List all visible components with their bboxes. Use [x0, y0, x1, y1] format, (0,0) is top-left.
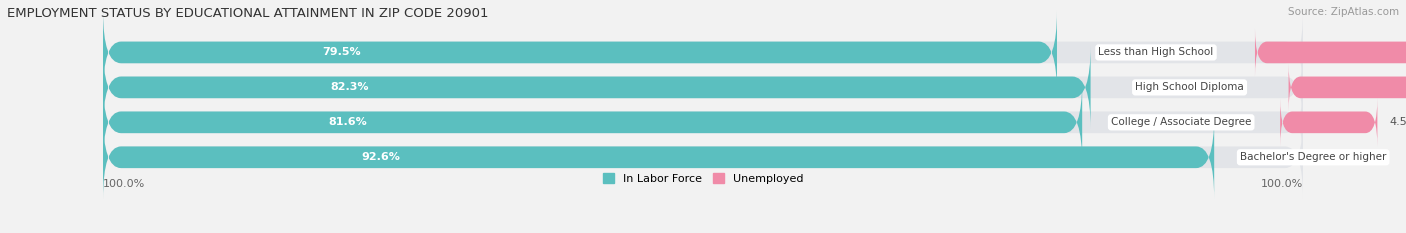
- FancyBboxPatch shape: [103, 81, 1303, 164]
- FancyBboxPatch shape: [1256, 28, 1406, 76]
- Text: 92.6%: 92.6%: [361, 152, 401, 162]
- Text: High School Diploma: High School Diploma: [1135, 82, 1244, 92]
- Text: 82.3%: 82.3%: [330, 82, 370, 92]
- FancyBboxPatch shape: [103, 46, 1303, 129]
- FancyBboxPatch shape: [1281, 98, 1378, 147]
- Text: EMPLOYMENT STATUS BY EDUCATIONAL ATTAINMENT IN ZIP CODE 20901: EMPLOYMENT STATUS BY EDUCATIONAL ATTAINM…: [7, 7, 488, 20]
- FancyBboxPatch shape: [103, 116, 1215, 199]
- FancyBboxPatch shape: [1288, 63, 1406, 112]
- Text: 100.0%: 100.0%: [103, 179, 145, 189]
- FancyBboxPatch shape: [103, 11, 1303, 94]
- Text: Bachelor's Degree or higher: Bachelor's Degree or higher: [1240, 152, 1386, 162]
- Text: College / Associate Degree: College / Associate Degree: [1111, 117, 1251, 127]
- FancyBboxPatch shape: [103, 11, 1057, 94]
- Legend: In Labor Force, Unemployed: In Labor Force, Unemployed: [603, 173, 803, 184]
- Text: Source: ZipAtlas.com: Source: ZipAtlas.com: [1288, 7, 1399, 17]
- FancyBboxPatch shape: [103, 46, 1091, 129]
- Text: Less than High School: Less than High School: [1098, 48, 1213, 57]
- Text: 79.5%: 79.5%: [322, 48, 361, 57]
- Text: 4.5%: 4.5%: [1389, 117, 1406, 127]
- Text: 81.6%: 81.6%: [329, 117, 367, 127]
- FancyBboxPatch shape: [103, 116, 1303, 199]
- FancyBboxPatch shape: [103, 81, 1083, 164]
- Text: 100.0%: 100.0%: [1261, 179, 1303, 189]
